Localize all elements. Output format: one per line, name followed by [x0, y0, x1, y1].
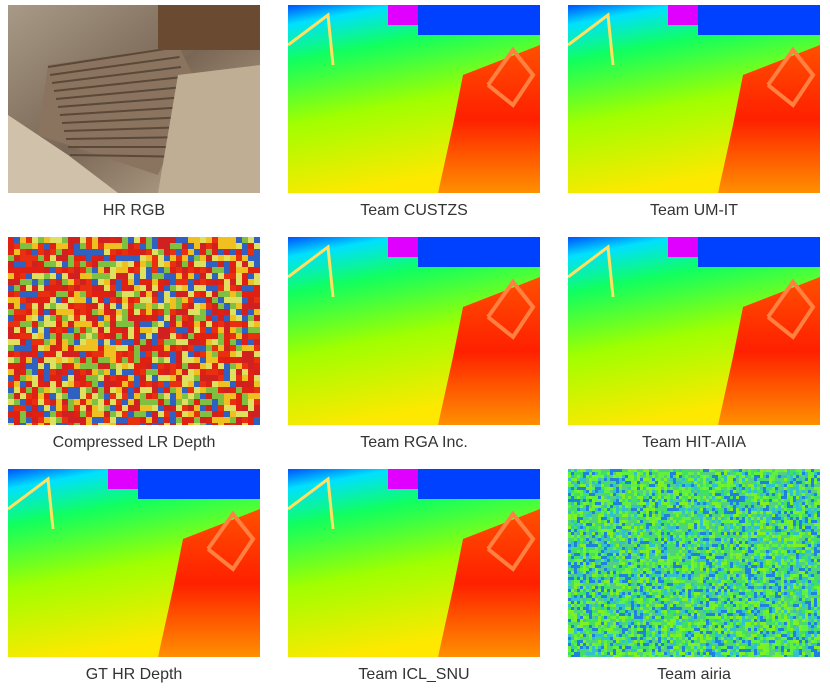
panel-image	[288, 5, 540, 193]
panel-image	[568, 237, 820, 425]
panel-image	[8, 237, 260, 425]
panel-image	[8, 469, 260, 657]
panel: Team CUSTZS	[288, 5, 540, 220]
panel: Team ICL_SNU	[288, 469, 540, 684]
caption: Team HIT-AIIA	[641, 434, 747, 451]
panel-image	[288, 469, 540, 657]
caption: GT HR Depth	[85, 666, 183, 683]
caption: Team CUSTZS	[360, 202, 468, 219]
panel: Compressed LR Depth	[8, 237, 260, 452]
caption: HR RGB	[102, 202, 166, 219]
panel: GT HR Depth	[8, 469, 260, 684]
caption: Compressed LR Depth	[52, 434, 216, 451]
panel: Team RGA Inc.	[288, 237, 540, 452]
panel: Team airia	[568, 469, 820, 684]
panel-image	[568, 469, 820, 657]
panel: HR RGB	[8, 5, 260, 220]
caption: Team ICL_SNU	[358, 666, 470, 683]
caption: Team RGA Inc.	[360, 434, 468, 451]
panel-image	[568, 5, 820, 193]
panel-image	[288, 237, 540, 425]
panel: Team HIT-AIIA	[568, 237, 820, 452]
caption: Team airia	[657, 666, 731, 683]
panel-image	[8, 5, 260, 193]
caption: Team UM-IT	[650, 202, 738, 219]
panel: Team UM-IT	[568, 5, 820, 220]
